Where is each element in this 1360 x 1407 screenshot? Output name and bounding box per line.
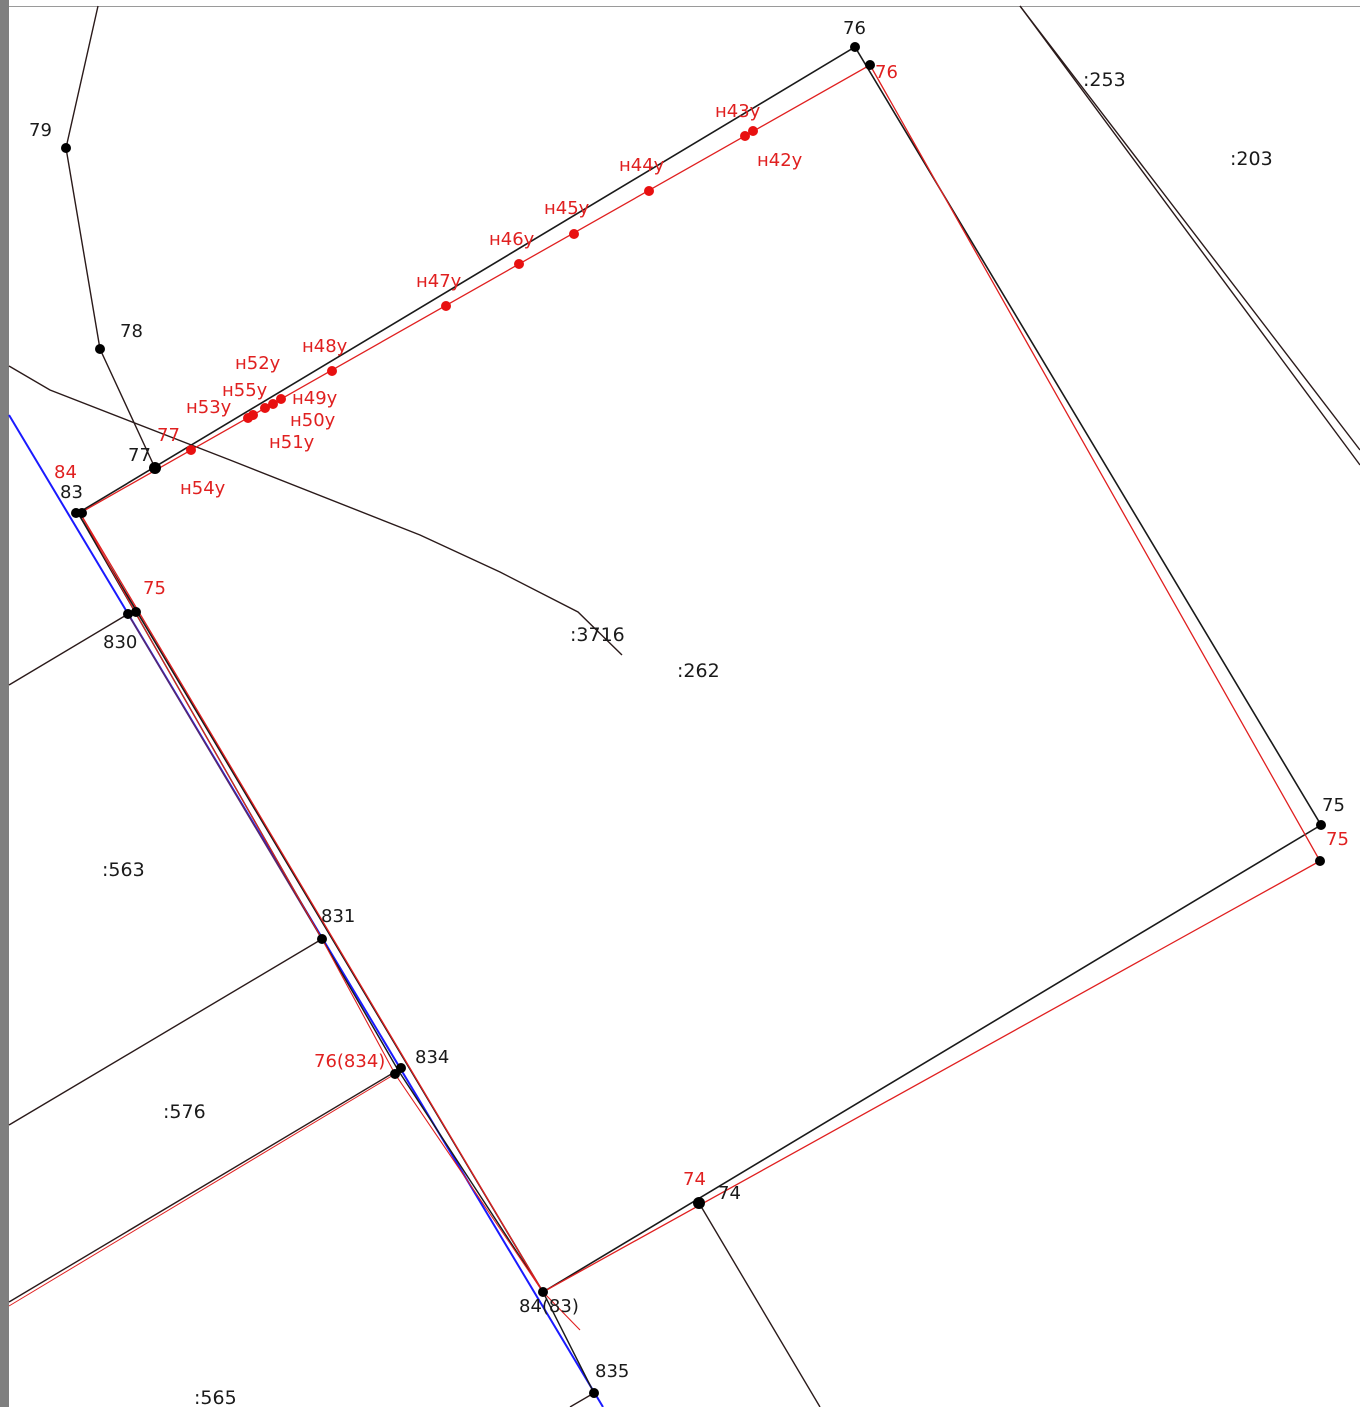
point-label: 75	[1322, 795, 1345, 816]
new-point-labels: 76 н43у н42у н44у н45у н46у н47у н48у н5…	[54, 62, 1349, 1190]
new-point-label: н45у	[544, 198, 590, 219]
point-835[interactable]	[589, 1388, 599, 1398]
point-76[interactable]	[850, 42, 860, 52]
point-n45[interactable]	[569, 229, 579, 239]
point-n44[interactable]	[644, 186, 654, 196]
point-75[interactable]	[1316, 820, 1326, 830]
new-point-label: 75	[143, 578, 166, 599]
point-n51[interactable]	[260, 403, 270, 413]
point-n47[interactable]	[441, 301, 451, 311]
parcel-label: :262	[677, 660, 720, 682]
new-point-label: н51у	[269, 432, 315, 453]
new-point-label: н46у	[489, 229, 535, 250]
point-label: 76	[843, 18, 866, 39]
point-830[interactable]	[123, 609, 133, 619]
parcel-label: :565	[194, 1387, 237, 1407]
new-point-label: н52у	[235, 353, 281, 374]
point-label: 84(83)	[519, 1296, 579, 1317]
boundary-834-west	[8, 1069, 399, 1303]
new-point-label: н43у	[715, 101, 761, 122]
new-boundary-west	[79, 512, 581, 1331]
boundary-831-west	[8, 938, 323, 1126]
new-points	[186, 126, 758, 455]
point-83b[interactable]	[77, 508, 87, 518]
parcel-label: :203	[1230, 148, 1273, 170]
new-point-label: н54у	[180, 478, 226, 499]
point-n53[interactable]	[243, 413, 253, 423]
parcel-labels: :253 :203 :3716 :262 :563 :576 :565	[102, 69, 1273, 1407]
existing-point-labels: 76 79 78 77 83 830 831 834 84(83) 835 74…	[29, 18, 1345, 1382]
point-label: 830	[103, 632, 137, 653]
boundary-74-south	[698, 1202, 821, 1407]
new-point-label: н48у	[302, 336, 348, 357]
point-label: 83	[60, 482, 83, 503]
point-label: 834	[415, 1047, 449, 1068]
road-line-3716	[8, 365, 623, 656]
point-n49[interactable]	[276, 394, 286, 404]
boundary-834-west-red	[8, 1073, 396, 1307]
point-74[interactable]	[693, 1197, 705, 1209]
point-79[interactable]	[61, 143, 71, 153]
window-frame-left	[0, 0, 9, 1407]
boundary-253-b	[1019, 5, 1360, 466]
point-84-83[interactable]	[538, 1287, 548, 1297]
parcel-label: :563	[102, 859, 145, 881]
point-77[interactable]	[149, 462, 161, 474]
boundary-830-west	[8, 613, 129, 686]
point-n42[interactable]	[740, 131, 750, 141]
point-831[interactable]	[317, 934, 327, 944]
point-78[interactable]	[95, 344, 105, 354]
point-label: 78	[120, 321, 143, 342]
new-point-label: 74	[683, 1169, 706, 1190]
new-point-label: 76	[875, 62, 898, 83]
existing-points	[61, 42, 1326, 1398]
point-label: 79	[29, 120, 52, 141]
new-point-label: н42у	[757, 150, 803, 171]
point-n50[interactable]	[268, 399, 278, 409]
point-n48[interactable]	[327, 366, 337, 376]
point-label: 831	[321, 906, 355, 927]
new-point-label: н53у	[186, 397, 232, 418]
purple-boundary-overlap	[127, 613, 323, 940]
point-n43[interactable]	[748, 126, 758, 136]
new-point-label: н55у	[222, 380, 268, 401]
new-point-label: н47у	[416, 271, 462, 292]
parcel-label: :253	[1083, 69, 1126, 91]
window-frame-top	[9, 0, 1360, 7]
new-point-label: н49у	[292, 388, 338, 409]
boundary-79-78-77	[65, 5, 156, 469]
point-label: 77	[128, 445, 151, 466]
existing-boundaries	[8, 5, 1360, 1407]
point-75b[interactable]	[1315, 856, 1325, 866]
new-point-label: н44у	[619, 155, 665, 176]
new-point-label: 76(834)	[314, 1051, 385, 1072]
new-point-label: 77	[157, 425, 180, 446]
red-parallel-lines	[8, 1073, 396, 1307]
boundary-253-a	[1019, 5, 1360, 451]
point-76b[interactable]	[865, 60, 875, 70]
point-n54[interactable]	[186, 445, 196, 455]
new-point-label: 84	[54, 462, 77, 483]
parcel-label: :3716	[570, 624, 625, 646]
new-point-label: 75	[1326, 829, 1349, 850]
point-label: 835	[595, 1361, 629, 1382]
new-point-label: н50у	[290, 410, 336, 431]
point-label: 74	[718, 1183, 741, 1204]
point-830b[interactable]	[131, 607, 141, 617]
point-n46[interactable]	[514, 259, 524, 269]
point-834b[interactable]	[396, 1063, 406, 1073]
parcel-label: :576	[163, 1101, 206, 1123]
